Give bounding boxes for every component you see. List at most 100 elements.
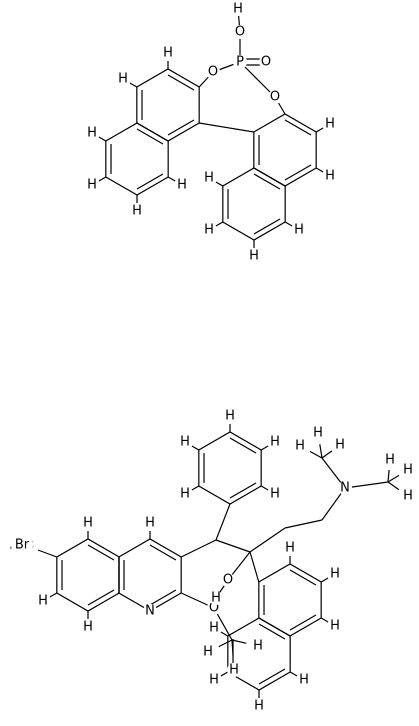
atom-label: H	[270, 487, 280, 502]
label-backdrop	[206, 65, 220, 79]
label-backdrop	[233, 55, 247, 69]
atom-label: H	[403, 463, 413, 478]
label-backdrop	[201, 171, 216, 185]
label-backdrop	[209, 591, 223, 605]
bond	[249, 527, 286, 553]
atom-label: O	[270, 90, 280, 105]
label-backdrop	[311, 426, 325, 440]
label-backdrop	[11, 534, 33, 556]
label-backdrop	[231, 2, 245, 16]
label-backdrop	[201, 645, 215, 659]
ring	[222, 167, 286, 241]
atom-label: H	[118, 72, 128, 87]
atom-label: O	[209, 601, 219, 616]
atom-label: H	[177, 178, 187, 193]
atom-label: H	[204, 223, 214, 238]
bond	[231, 639, 247, 644]
atom-label: H	[325, 117, 335, 132]
atom-label: H	[249, 249, 259, 264]
label-backdrop	[223, 409, 237, 423]
label-backdrop	[297, 673, 312, 687]
label-backdrop	[115, 72, 130, 86]
bond	[258, 623, 286, 640]
ring	[227, 617, 291, 691]
atom-label: H	[285, 541, 295, 556]
atom-label: H	[83, 620, 93, 635]
atom-label: H	[330, 567, 340, 582]
label-backdrop	[259, 55, 273, 69]
bond	[167, 74, 195, 91]
bond	[136, 173, 164, 190]
bond	[320, 617, 329, 623]
ring	[118, 538, 182, 612]
label-backdrop	[323, 117, 338, 131]
label-backdrop	[293, 439, 307, 453]
bond	[289, 614, 317, 631]
bond	[149, 544, 177, 561]
atom-label: H	[132, 204, 142, 219]
bond	[149, 589, 177, 606]
atom-label: H	[233, 2, 243, 17]
atom-label: N	[145, 604, 155, 619]
atom-label: H	[325, 169, 335, 184]
bond	[289, 671, 298, 677]
bond	[220, 671, 229, 677]
bond	[315, 167, 324, 173]
bond	[167, 176, 176, 182]
label-backdrop	[81, 620, 95, 634]
bond	[199, 122, 254, 133]
atom-label: O	[208, 65, 218, 80]
bond	[289, 569, 317, 586]
atom-label: H	[211, 591, 221, 606]
bond	[218, 639, 233, 648]
atom-label: H	[204, 171, 214, 186]
bond	[387, 481, 400, 491]
bond	[229, 482, 257, 499]
bond	[98, 176, 107, 182]
label-backdrop	[333, 438, 347, 452]
bond	[215, 503, 231, 541]
label-backdrop	[81, 516, 95, 530]
label-backdrop	[201, 223, 216, 237]
bond	[136, 128, 164, 145]
atom-label: H	[229, 663, 239, 678]
label-backdrop	[338, 481, 352, 495]
label-backdrop	[143, 604, 157, 618]
bond	[321, 450, 333, 459]
label-backdrop	[130, 204, 144, 218]
bond	[215, 221, 224, 227]
label-backdrop	[252, 699, 266, 713]
atom-label: H	[209, 621, 219, 636]
atom-label: H	[225, 409, 235, 424]
bond	[167, 119, 195, 136]
label-backdrop	[383, 453, 397, 467]
label-backdrop	[323, 169, 338, 183]
bond	[229, 437, 257, 454]
bond	[284, 519, 323, 529]
atom-label: H	[254, 699, 264, 714]
bond	[231, 639, 234, 657]
atom-label: H	[385, 453, 395, 468]
bond	[253, 173, 281, 190]
bond	[260, 485, 269, 491]
label-backdrop	[35, 594, 50, 608]
bond	[387, 469, 390, 483]
bond	[191, 485, 200, 491]
label-backdrop	[328, 619, 343, 633]
label-backdrop	[233, 25, 247, 39]
bond	[249, 551, 260, 583]
label-backdrop	[401, 463, 415, 477]
bond	[87, 589, 115, 606]
bond	[320, 577, 329, 583]
atom-label: Br	[15, 538, 30, 553]
bond	[239, 61, 276, 98]
label-backdrop	[206, 621, 221, 635]
atom-label: O	[261, 55, 271, 70]
ring	[198, 431, 262, 505]
label-backdrop	[177, 435, 192, 449]
bond	[49, 592, 58, 598]
bond	[387, 474, 400, 483]
atom-label: H	[403, 489, 413, 504]
label-backdrop	[292, 223, 307, 237]
